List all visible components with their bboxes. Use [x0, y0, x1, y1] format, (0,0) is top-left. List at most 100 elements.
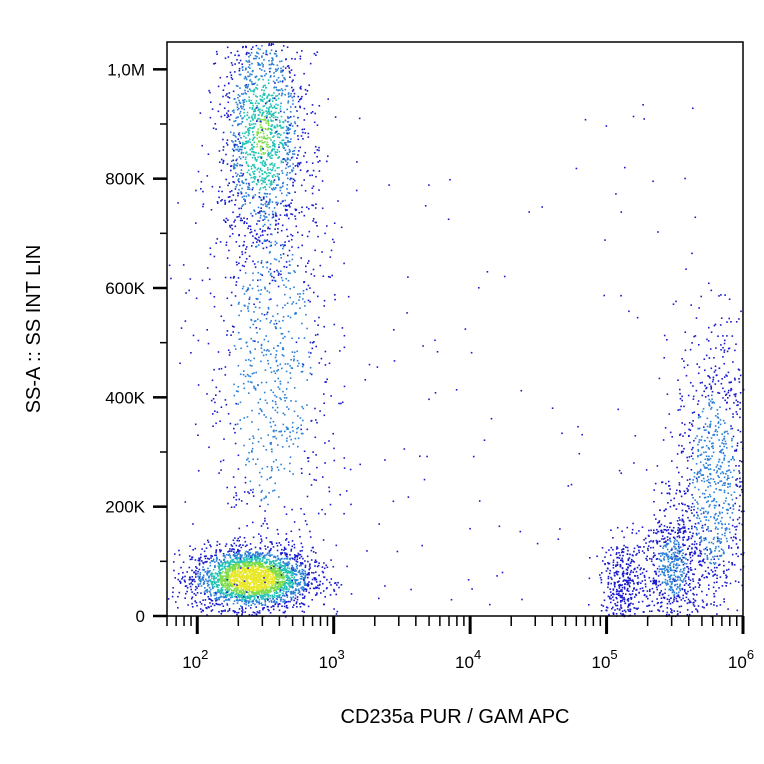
event-dot: [267, 153, 269, 155]
event-dot: [265, 115, 267, 117]
event-dot: [314, 152, 316, 154]
event-dot: [237, 586, 239, 588]
event-dot: [244, 199, 246, 201]
event-dot: [266, 574, 268, 577]
event-dot: [241, 611, 244, 613]
event-dot: [263, 338, 266, 341]
event-dot: [288, 192, 291, 195]
event-dot: [309, 372, 312, 375]
event-dot: [270, 110, 273, 113]
event-dot: [273, 323, 275, 325]
event-dot: [222, 592, 225, 594]
event-dot: [211, 185, 214, 188]
event-dot: [277, 603, 280, 606]
event-dot: [303, 301, 306, 303]
event-dot: [266, 112, 268, 115]
event-dot: [233, 221, 235, 223]
event-dot: [270, 152, 272, 154]
event-dot: [210, 572, 213, 574]
event-dot: [271, 275, 273, 278]
event-dot: [237, 386, 240, 388]
event-dot: [238, 596, 241, 599]
event-dot: [262, 186, 265, 189]
event-dot: [259, 328, 261, 330]
event-dot: [282, 412, 285, 415]
event-dot: [253, 585, 255, 588]
event-dot: [239, 269, 242, 272]
event-dot: [310, 420, 313, 422]
event-dot: [310, 112, 313, 114]
event-dot: [231, 568, 234, 571]
event-dot: [260, 596, 262, 599]
event-dot: [333, 588, 335, 591]
event-dot: [247, 602, 250, 605]
event-dot: [621, 610, 624, 612]
event-dot: [256, 560, 258, 562]
event-dot: [216, 540, 219, 543]
event-dot: [200, 603, 203, 605]
event-dot: [608, 572, 611, 575]
event-dot: [244, 147, 246, 149]
event-dot: [269, 555, 271, 557]
event-dot: [218, 591, 221, 593]
event-dot: [252, 197, 254, 199]
event-dot: [235, 590, 238, 593]
event-dot: [230, 544, 233, 546]
event-dot: [230, 74, 233, 76]
event-dot: [183, 579, 186, 582]
event-dot: [272, 436, 274, 438]
event-dot: [279, 587, 281, 590]
event-dot: [244, 132, 246, 135]
event-dot: [252, 495, 255, 497]
event-dot: [263, 579, 266, 581]
event-dot: [201, 576, 204, 578]
event-dot: [270, 320, 272, 322]
event-dot: [264, 119, 267, 122]
event-dot: [233, 575, 235, 578]
event-dot: [279, 80, 282, 83]
event-dot: [245, 162, 248, 165]
event-dot: [293, 567, 295, 570]
event-dot: [275, 327, 277, 329]
event-dot: [269, 274, 272, 276]
event-dot: [294, 581, 297, 584]
event-dot: [219, 550, 221, 553]
event-dot: [260, 571, 263, 574]
event-dot: [243, 602, 246, 605]
event-dot: [314, 407, 316, 410]
event-dot: [236, 575, 238, 577]
event-dot: [254, 76, 257, 79]
event-dot: [251, 421, 253, 423]
event-dot: [263, 584, 266, 586]
event-dot: [338, 402, 340, 405]
event-dot: [274, 144, 276, 146]
event-dot: [202, 610, 204, 612]
event-dot: [267, 109, 270, 111]
event-dot: [257, 271, 260, 274]
event-dot: [270, 128, 272, 130]
event-dot: [263, 583, 265, 585]
event-dot: [248, 569, 250, 571]
event-dot: [284, 580, 286, 583]
event-dot: [237, 173, 239, 176]
event-dot: [324, 350, 327, 353]
event-dot: [235, 144, 238, 146]
event-dot: [247, 186, 249, 188]
event-dot: [305, 265, 307, 268]
event-dot: [319, 580, 322, 583]
event-dot: [221, 595, 223, 598]
event-dot: [315, 419, 317, 421]
event-dot: [229, 569, 231, 571]
event-dot: [218, 597, 220, 600]
event-dot: [227, 115, 230, 118]
event-dot: [249, 598, 252, 601]
event-dot: [240, 590, 243, 593]
event-dot: [214, 572, 217, 574]
event-dot: [240, 207, 243, 210]
event-dot: [221, 572, 223, 574]
event-dot: [234, 610, 237, 613]
event-dot: [245, 246, 248, 248]
event-dot: [247, 577, 249, 579]
event-dot: [281, 243, 284, 246]
event-dot: [256, 586, 258, 589]
